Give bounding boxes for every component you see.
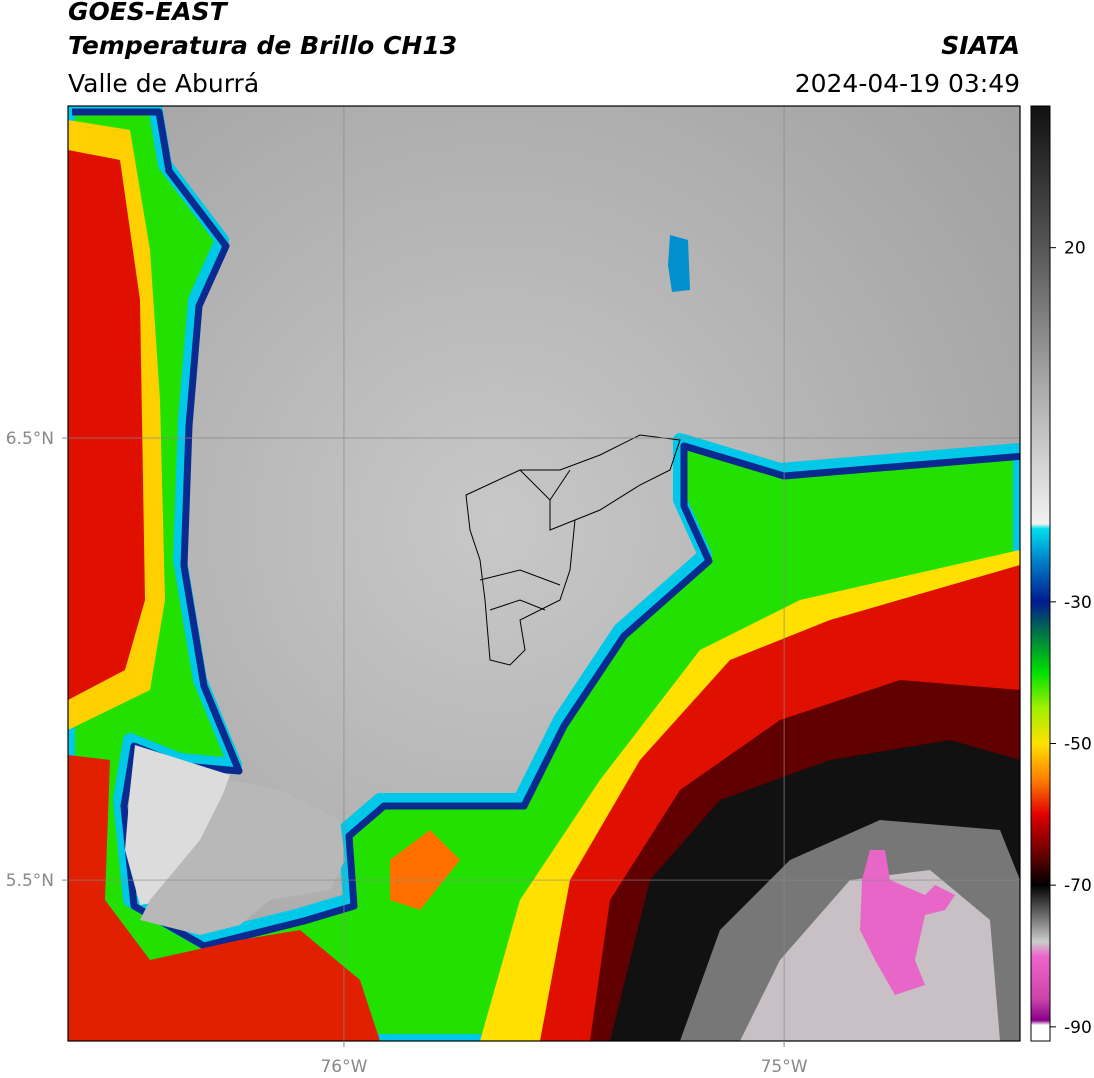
warm-band [68,150,145,700]
cloud-pocket [125,745,230,905]
warm-band [740,870,1000,1041]
grid [68,106,1020,1041]
cloud-cell [668,235,690,292]
cloud-pocket [140,780,345,935]
source: SIATA [941,31,1020,60]
warm-band [68,755,380,1041]
y-tick-label: 6.5°N [6,429,54,449]
y-tick-label: 5.5°N [6,871,54,891]
colorbar-tick-label: -30 [1064,593,1092,613]
map-image [68,106,1020,1041]
warm-band [390,830,460,910]
x-tick-label: 75°W [761,1057,808,1077]
title: GOES-EAST [68,0,229,26]
x-tick-label: 76°W [320,1057,367,1077]
cold-edge [72,108,1020,950]
valle-de-aburra-outline [465,434,681,666]
colorbar-tick-label: 20 [1064,239,1086,259]
coldest-core [860,850,955,995]
datetime: 2024-04-19 03:49 [795,69,1020,98]
map-frame [67,105,1021,1042]
colorbar-tick-label: -50 [1064,735,1092,755]
subtitle: Temperatura de Brillo CH13 [68,31,457,60]
colorbar [1030,105,1051,1042]
municipal-boundaries [479,469,576,611]
colorbar-tick-label: -70 [1064,876,1092,896]
colorbar-tick-label: -90 [1064,1018,1092,1038]
region: Valle de Aburrá [68,69,259,98]
